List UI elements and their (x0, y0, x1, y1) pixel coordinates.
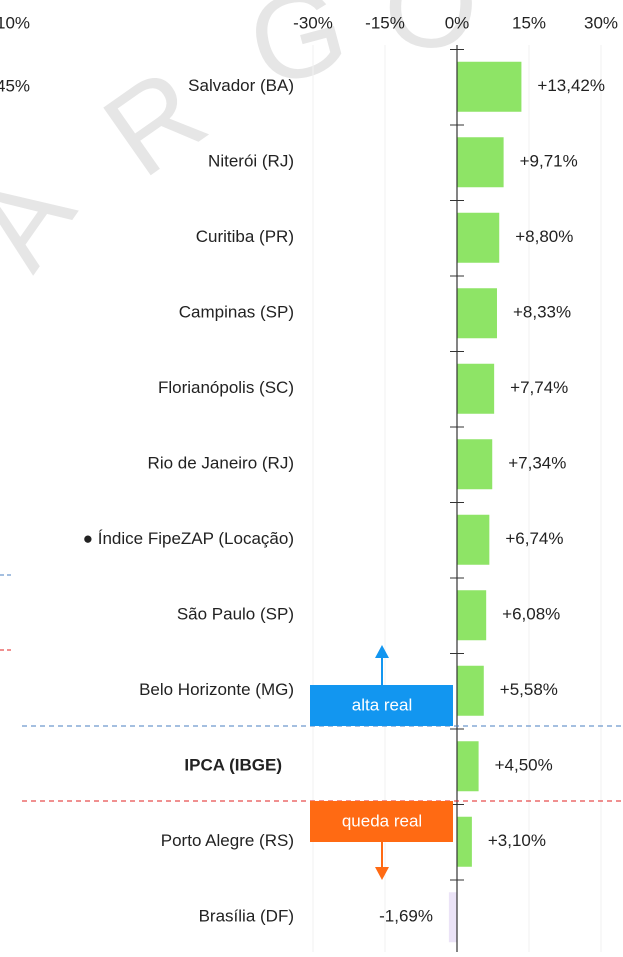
bar (457, 61, 522, 112)
x-tick-label: 15% (512, 13, 546, 32)
bar (457, 137, 504, 188)
arrow-head (375, 645, 389, 658)
category-label: ● Índice FipeZAP (Locação) (83, 529, 294, 548)
bar (457, 665, 484, 716)
bar (457, 816, 472, 867)
category-label: Niterói (RJ) (208, 152, 294, 171)
bar (457, 363, 495, 414)
value-label: +6,08% (502, 605, 560, 624)
value-label: +8,33% (513, 303, 571, 322)
value-label: +8,80% (515, 227, 573, 246)
bar (457, 212, 500, 263)
annotation-box (310, 801, 453, 842)
category-label: São Paulo (SP) (177, 605, 294, 624)
category-label: Belo Horizonte (MG) (139, 680, 294, 699)
bar (457, 288, 497, 339)
value-label: +6,74% (505, 529, 563, 548)
category-label: Porto Alegre (RS) (161, 831, 294, 850)
category-label: Brasília (DF) (199, 907, 294, 926)
watermark: ARG O (0, 0, 483, 291)
value-label: +9,71% (520, 152, 578, 171)
x-tick-label: -15% (365, 13, 405, 32)
watermark-letter: A (0, 148, 100, 290)
clipped-label: 45% (0, 76, 30, 95)
bar (448, 892, 457, 943)
category-label: IPCA (IBGE) (184, 756, 282, 775)
watermark-letter: R (81, 43, 229, 202)
value-label: +3,10% (488, 831, 546, 850)
bar (457, 590, 487, 641)
value-label: +4,50% (495, 756, 553, 775)
bar (457, 741, 479, 792)
category-label: Campinas (SP) (179, 303, 294, 322)
value-label: +7,74% (510, 378, 568, 397)
category-label: Curitiba (PR) (196, 227, 294, 246)
annotation: alta real (352, 695, 412, 714)
x-tick-label: 0% (445, 13, 470, 32)
annotation-box (310, 685, 453, 726)
bar (457, 439, 493, 490)
value-label: -1,69% (379, 907, 433, 926)
bar (457, 514, 490, 565)
value-label: +13,42% (537, 76, 605, 95)
value-label: +7,34% (508, 454, 566, 473)
x-tick-label: 30% (584, 13, 618, 32)
category-label: Salvador (BA) (188, 76, 294, 95)
category-label: Rio de Janeiro (RJ) (148, 454, 294, 473)
value-label: +5,58% (500, 680, 558, 699)
category-label: Florianópolis (SC) (158, 378, 294, 397)
arrow-head (375, 867, 389, 880)
annotation: queda real (342, 811, 422, 830)
x-tick-label: -30% (293, 13, 333, 32)
clipped-label: 10% (0, 13, 30, 32)
